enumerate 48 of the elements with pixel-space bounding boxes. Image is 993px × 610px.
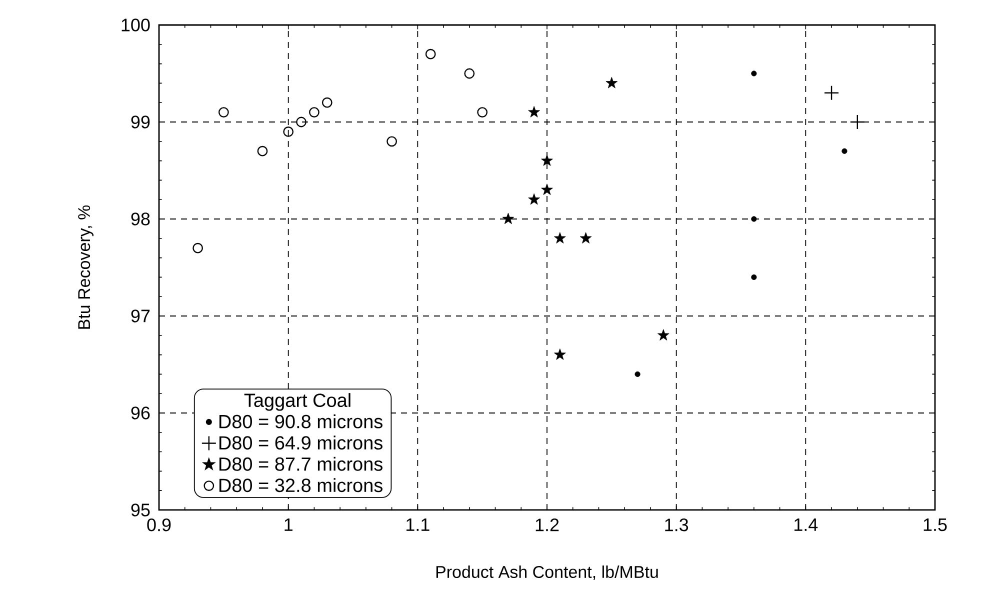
point — [528, 193, 540, 205]
point — [283, 126, 294, 137]
point — [554, 348, 566, 360]
x-tick-label: 1.2 — [536, 518, 559, 532]
y-tick-label: 100 — [122, 18, 150, 32]
point — [192, 242, 204, 254]
legend-label: D80 = 87.7 microns — [219, 456, 382, 471]
point — [580, 232, 592, 244]
point — [218, 107, 229, 118]
point — [309, 107, 320, 118]
point — [606, 76, 618, 88]
point — [751, 216, 757, 222]
legend-label: D80 = 64.9 microns — [219, 436, 382, 450]
x-tick-label: 1.3 — [665, 518, 688, 532]
legend-title: Taggart Coal — [244, 393, 350, 411]
x-tick-label: 1.4 — [794, 518, 818, 531]
y-tick-label: 95 — [131, 504, 150, 516]
x-axis-title: Product Ash Content, lb/MBtu — [436, 566, 658, 580]
point — [842, 148, 848, 154]
y-tick-label: 96 — [131, 406, 150, 420]
x-tick-label: 0.9 — [147, 518, 171, 532]
point — [657, 329, 670, 340]
point — [386, 136, 398, 147]
x-tick-label: 1.1 — [406, 518, 430, 531]
point — [751, 70, 757, 76]
point — [477, 107, 488, 118]
point — [322, 97, 332, 108]
point — [824, 85, 840, 100]
point — [850, 114, 865, 130]
y-axis-title: Btu Recovery, % — [78, 205, 94, 329]
point — [541, 154, 553, 166]
legend-label: D80 = 90.8 microns — [219, 414, 382, 428]
point — [541, 184, 553, 195]
point — [502, 212, 514, 224]
point — [751, 274, 757, 280]
point — [464, 68, 475, 79]
y-tick-label: 97 — [131, 310, 150, 322]
y-tick-label: 98 — [131, 212, 150, 226]
point — [425, 48, 436, 60]
point — [296, 116, 306, 128]
x-tick-label: 1 — [284, 518, 292, 531]
point — [528, 106, 540, 118]
x-tick-label: 1.5 — [924, 518, 947, 532]
legend-label: D80 = 32.8 microns — [219, 478, 382, 492]
y-tick-label: 99 — [131, 116, 150, 128]
point — [257, 146, 268, 156]
point — [554, 232, 566, 244]
point — [634, 371, 640, 377]
